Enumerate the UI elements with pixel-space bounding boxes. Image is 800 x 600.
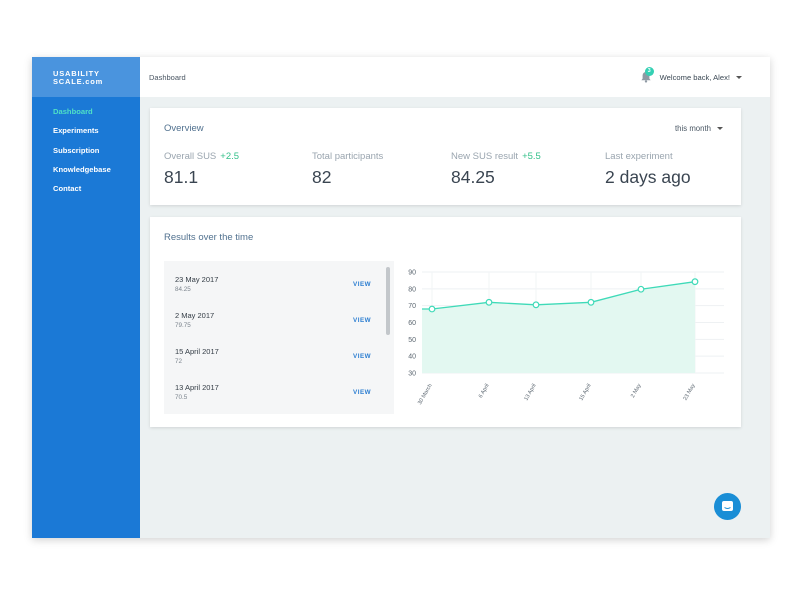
sidebar-item-subscription[interactable]: Subscription [53,145,100,155]
result-value: 79.75 [175,322,191,329]
result-date: 23 May 2017 [175,275,219,284]
stat-value: 84.25 [451,167,495,187]
result-value: 84.25 [175,286,191,293]
x-tick-label: 15 April [578,383,592,402]
sidebar-item-experiments[interactable]: Experiments [53,126,99,136]
view-button[interactable]: VIEW [353,317,372,324]
sidebar-item-dashboard[interactable]: Dashboard [53,107,93,116]
chevron-down-icon [736,75,742,79]
y-tick-label: 60 [408,320,416,327]
y-tick-label: 30 [408,371,416,378]
chat-button[interactable] [714,493,741,520]
chat-icon [722,501,733,511]
stat-label: Total participants [312,151,384,162]
results-card: Results over the time 23 May 2017 84.25 … [150,217,741,427]
y-tick-label: 50 [408,337,416,344]
sidebar-nav: Dashboard Experiments Subscription Knowl… [32,97,140,203]
data-point [485,298,493,306]
overview-title: Overview [164,123,204,134]
stat-total-participants: Total participants 82 [312,151,383,188]
stat-delta: +2.5 [220,151,240,162]
sidebar-item-knowledgebase[interactable]: Knowledgebase [53,164,111,174]
x-tick-label: 2 May [630,383,643,399]
y-tick-label: 40 [408,354,416,361]
list-scrollbar[interactable] [386,267,390,335]
logo-line-2: SCALE.com [53,77,104,86]
results-list: 23 May 2017 84.25 VIEW 2 May 2017 79.75 … [164,261,394,414]
list-item: 2 May 2017 79.75 VIEW [164,309,386,345]
stat-value: 81.1 [164,167,199,187]
welcome-text: Welcome back, Alex! [659,72,730,82]
y-tick-label: 70 [408,303,416,310]
data-point [691,278,699,286]
stat-label: New SUS result [451,151,519,162]
sidebar: USABILITY SCALE.com Dashboard Experiment… [32,57,140,538]
view-button[interactable]: VIEW [353,281,372,288]
y-tick-label: 80 [408,286,416,293]
results-title: Results over the time [164,232,254,243]
sidebar-item-contact[interactable]: Contact [53,184,82,194]
period-label: this month [675,124,711,133]
y-tick-label: 90 [408,270,416,277]
result-value: 72 [175,358,183,365]
data-point [637,285,645,293]
x-tick-label: 13 April [523,383,537,402]
stat-label: Last experiment [605,151,673,162]
result-date: 13 April 2017 [175,383,219,392]
stat-value: 2 days ago [605,167,691,187]
stat-label: Overall SUS [164,151,217,162]
period-selector[interactable]: this month [675,124,723,133]
notification-badge: 3 [644,67,654,76]
data-point [532,301,540,309]
list-item: 23 May 2017 84.25 VIEW [164,273,386,309]
logo[interactable]: USABILITY SCALE.com [32,57,140,97]
top-bar: Dashboard 3 Welcome back, Alex! [140,57,770,97]
x-tick-label: 6 April [478,383,491,399]
overview-card: Overview this month Overall SUS +2.5 81.1… [150,108,741,205]
stat-new-sus-result: New SUS result +5.5 84.25 [451,151,541,188]
chevron-down-icon [717,127,723,130]
list-item: 13 April 2017 70.5 VIEW [164,381,386,414]
stat-value: 82 [312,167,332,187]
x-tick-label: 30 March [417,383,434,406]
result-value: 70.5 [175,394,188,401]
data-point [587,298,595,306]
stat-delta: +5.5 [522,151,541,162]
app-window: USABILITY SCALE.com Dashboard Experiment… [32,57,770,538]
notification-bell[interactable]: 3 [640,67,654,83]
view-button[interactable]: VIEW [353,353,372,360]
x-tick-label: 23 May [683,383,697,402]
stat-last-experiment: Last experiment 2 days ago [605,151,691,188]
breadcrumb: Dashboard [149,73,186,82]
user-menu[interactable]: 3 Welcome back, Alex! [640,67,742,83]
result-date: 2 May 2017 [175,311,215,320]
list-item: 15 April 2017 72 VIEW [164,345,386,381]
logo-line-1: USABILITY [53,69,100,78]
view-button[interactable]: VIEW [353,389,372,396]
data-point [428,305,436,313]
series-area [422,281,695,373]
stat-overall-sus: Overall SUS +2.5 81.1 [164,151,239,188]
result-date: 15 April 2017 [175,347,219,356]
